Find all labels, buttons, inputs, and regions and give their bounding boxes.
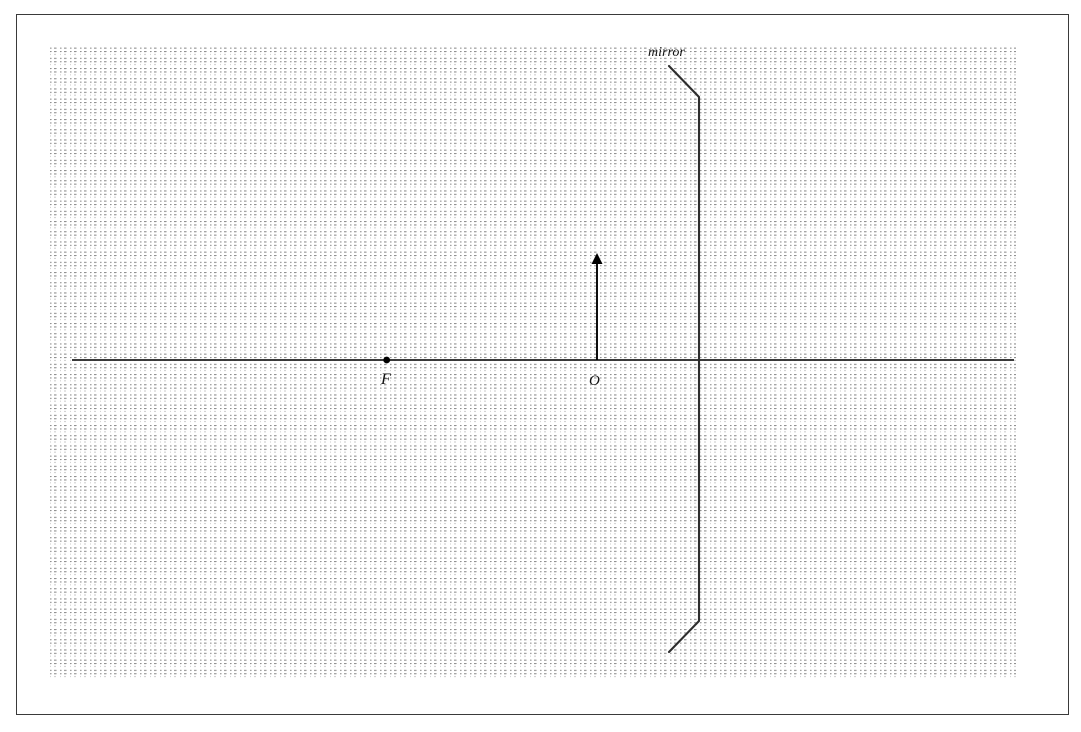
svg-text:mirror: mirror (648, 45, 685, 60)
svg-text:O: O (589, 373, 600, 389)
svg-text:F: F (380, 371, 391, 388)
